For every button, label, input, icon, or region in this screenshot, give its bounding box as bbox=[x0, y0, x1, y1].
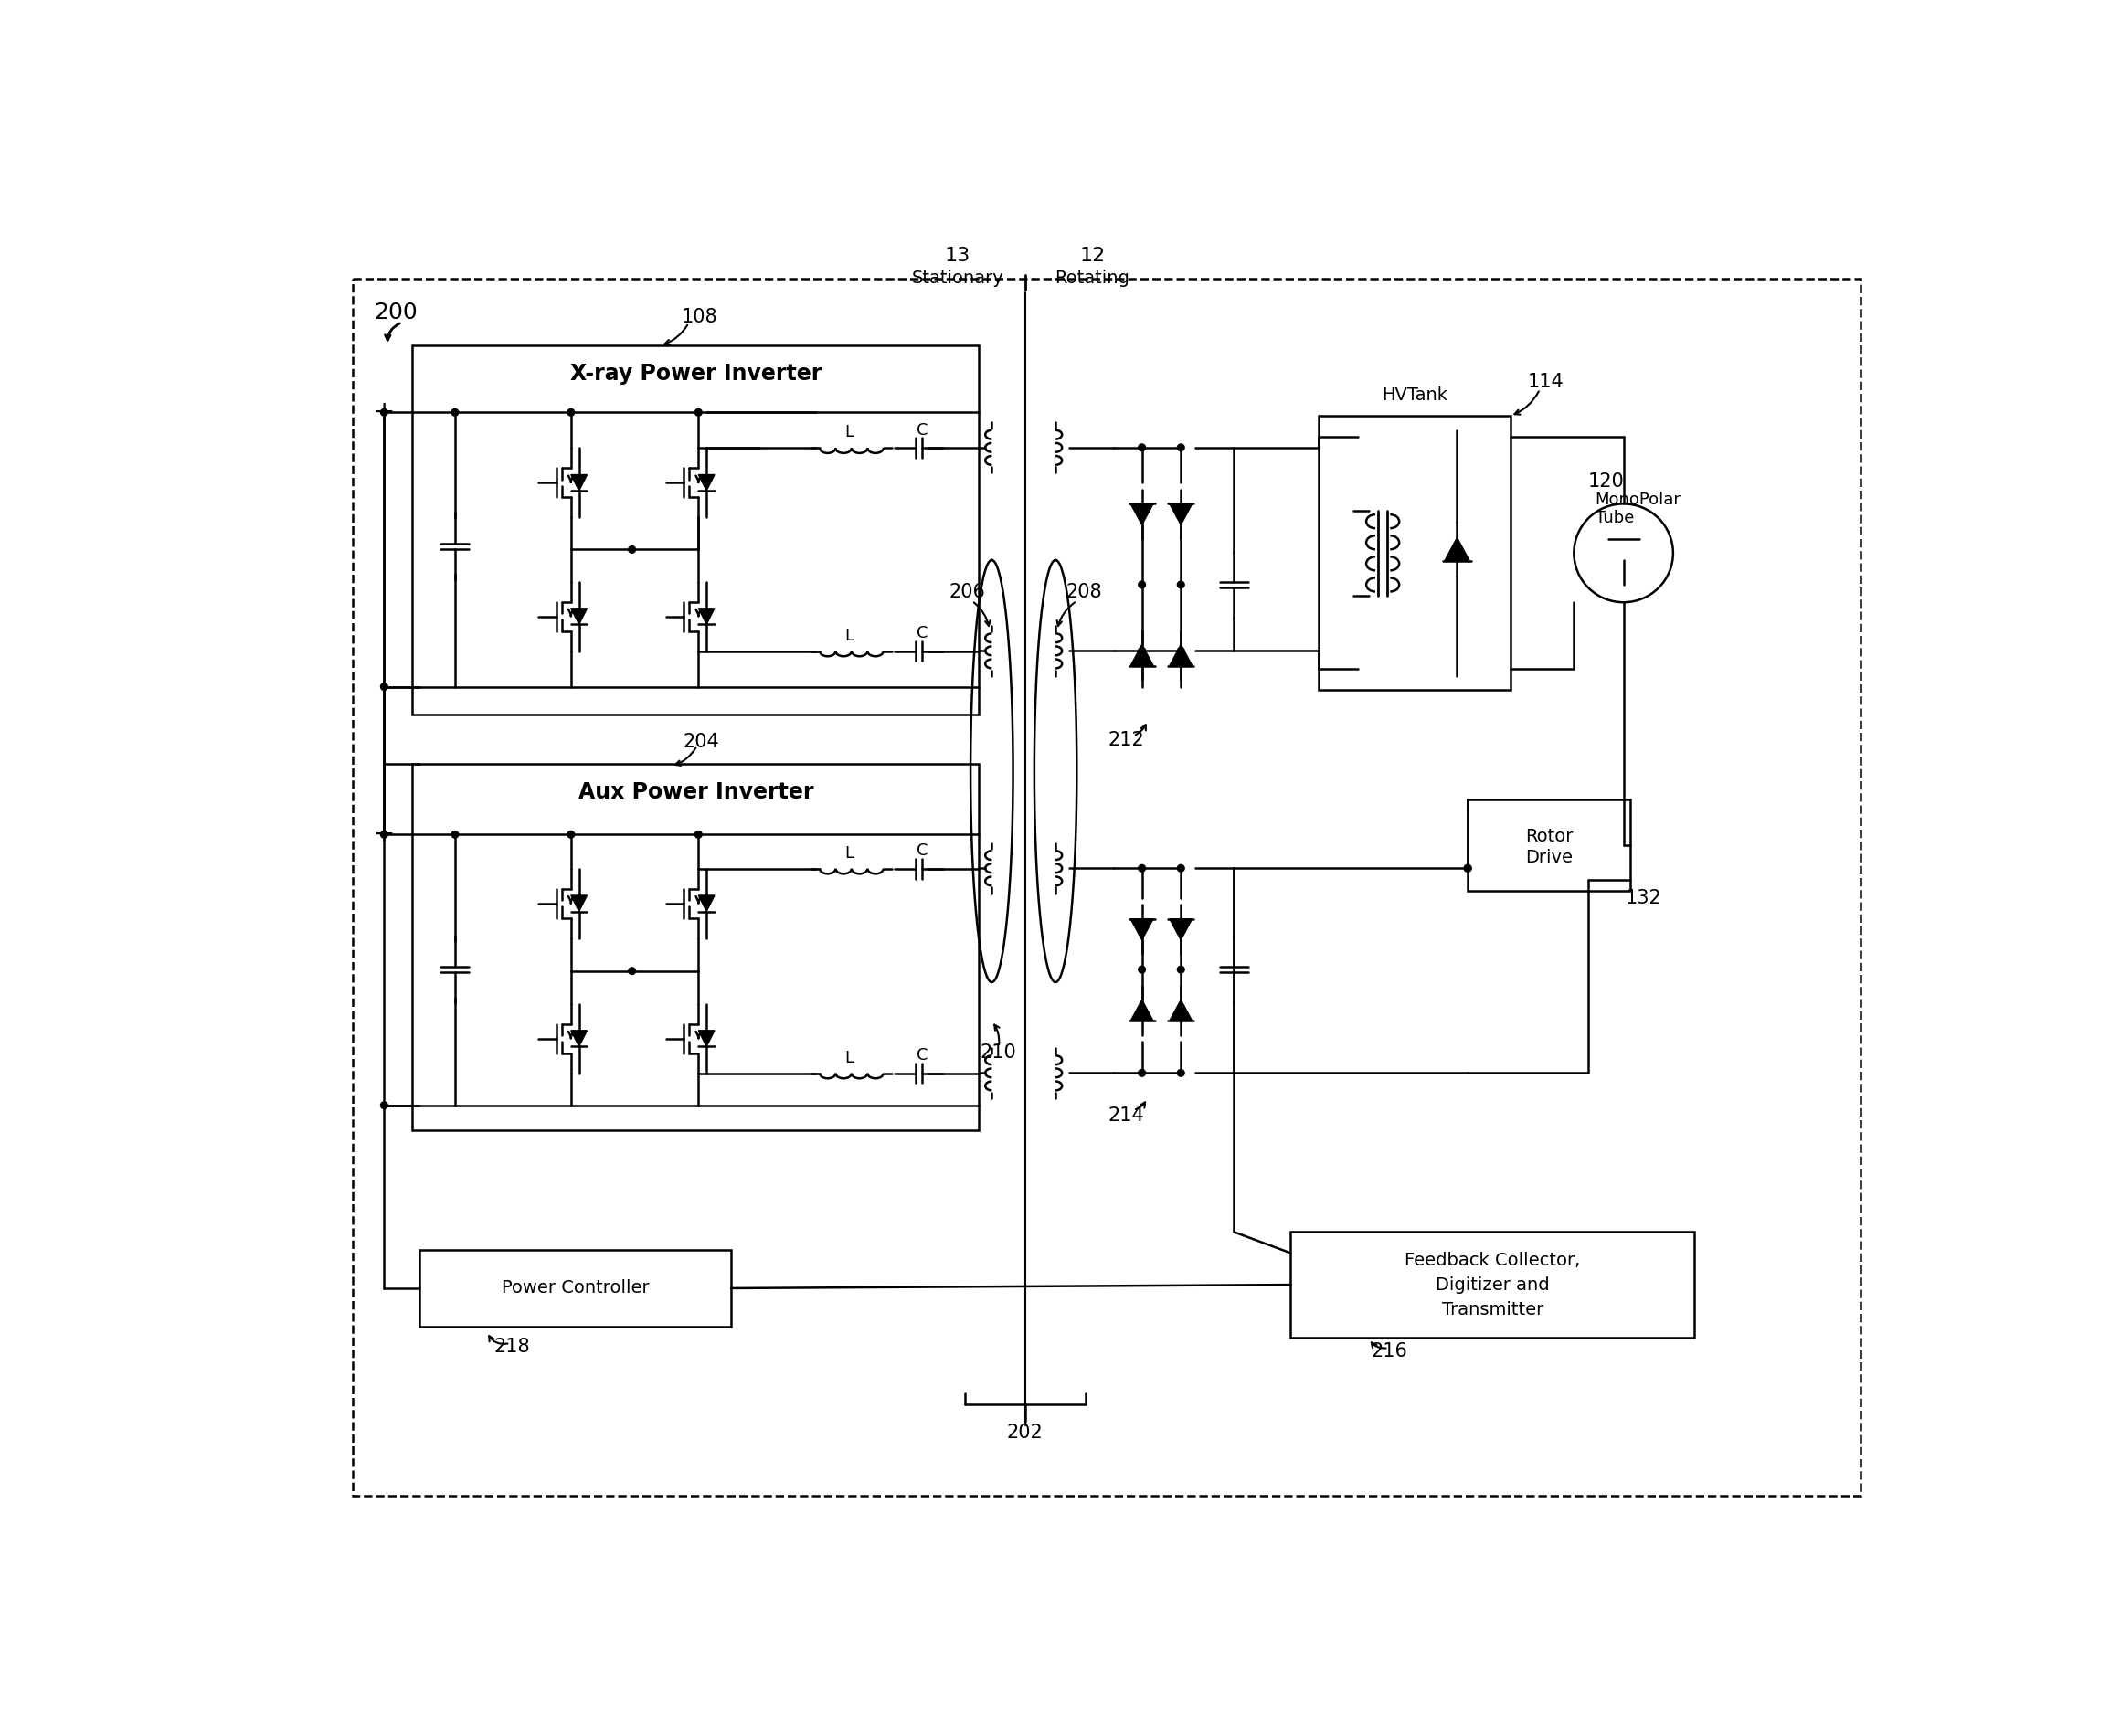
Polygon shape bbox=[698, 608, 715, 625]
Circle shape bbox=[452, 832, 458, 838]
Polygon shape bbox=[1131, 1000, 1154, 1021]
Text: 218: 218 bbox=[494, 1337, 530, 1356]
Text: L: L bbox=[844, 845, 855, 861]
Polygon shape bbox=[1169, 918, 1192, 939]
Polygon shape bbox=[572, 608, 587, 625]
Polygon shape bbox=[572, 896, 587, 911]
Circle shape bbox=[1177, 1069, 1184, 1076]
Text: Digitizer and: Digitizer and bbox=[1435, 1276, 1549, 1293]
Circle shape bbox=[694, 408, 703, 417]
Text: 132: 132 bbox=[1625, 889, 1661, 906]
Bar bbox=[1469, 799, 1631, 891]
Text: 212: 212 bbox=[1108, 731, 1144, 750]
Polygon shape bbox=[572, 1031, 587, 1047]
Polygon shape bbox=[698, 896, 715, 911]
Circle shape bbox=[380, 684, 388, 691]
Circle shape bbox=[1139, 444, 1146, 451]
Circle shape bbox=[380, 832, 388, 838]
Bar bbox=[411, 345, 979, 715]
Circle shape bbox=[1139, 648, 1146, 654]
Circle shape bbox=[629, 967, 635, 974]
Circle shape bbox=[1177, 582, 1184, 589]
Text: 202: 202 bbox=[1006, 1424, 1042, 1441]
Text: 13: 13 bbox=[945, 247, 971, 266]
Text: Rotating: Rotating bbox=[1055, 271, 1129, 288]
Circle shape bbox=[1177, 648, 1184, 654]
Circle shape bbox=[1464, 865, 1471, 871]
Circle shape bbox=[1139, 582, 1146, 589]
Text: L: L bbox=[844, 424, 855, 441]
Polygon shape bbox=[1169, 644, 1192, 665]
Text: 114: 114 bbox=[1528, 373, 1564, 391]
Text: 120: 120 bbox=[1589, 472, 1625, 491]
Text: C: C bbox=[916, 625, 928, 642]
Text: Rotor: Rotor bbox=[1526, 828, 1574, 845]
Polygon shape bbox=[572, 474, 587, 491]
Text: L: L bbox=[844, 627, 855, 644]
Circle shape bbox=[1177, 965, 1184, 974]
Text: +: + bbox=[373, 821, 395, 847]
Bar bbox=[1319, 417, 1511, 691]
Text: Drive: Drive bbox=[1526, 849, 1572, 866]
Text: 210: 210 bbox=[979, 1043, 1017, 1062]
Text: 204: 204 bbox=[684, 733, 720, 750]
Bar bbox=[420, 1250, 732, 1326]
Text: 214: 214 bbox=[1108, 1108, 1144, 1125]
Text: 12: 12 bbox=[1080, 247, 1106, 266]
Text: X-ray Power Inverter: X-ray Power Inverter bbox=[570, 363, 821, 385]
Text: 108: 108 bbox=[682, 309, 717, 326]
Circle shape bbox=[452, 408, 458, 417]
Text: -: - bbox=[380, 1092, 388, 1118]
Circle shape bbox=[568, 832, 574, 838]
Text: Power Controller: Power Controller bbox=[502, 1279, 650, 1297]
Circle shape bbox=[568, 408, 574, 417]
Circle shape bbox=[629, 547, 635, 554]
Text: 200: 200 bbox=[373, 302, 418, 323]
Circle shape bbox=[1464, 865, 1471, 871]
Polygon shape bbox=[698, 474, 715, 491]
Text: Aux Power Inverter: Aux Power Inverter bbox=[578, 781, 814, 804]
Polygon shape bbox=[698, 1031, 715, 1047]
Text: Tube: Tube bbox=[1595, 510, 1633, 526]
Text: 206: 206 bbox=[949, 583, 985, 601]
Text: C: C bbox=[916, 844, 928, 859]
Bar bbox=[411, 764, 979, 1130]
Circle shape bbox=[1139, 965, 1146, 974]
Text: 208: 208 bbox=[1066, 583, 1101, 601]
Text: MonoPolar: MonoPolar bbox=[1595, 491, 1682, 509]
Bar bbox=[1291, 1233, 1694, 1337]
Circle shape bbox=[1139, 865, 1146, 871]
Circle shape bbox=[1177, 865, 1184, 871]
Text: 216: 216 bbox=[1372, 1342, 1407, 1361]
Text: -: - bbox=[380, 674, 388, 700]
Circle shape bbox=[380, 408, 388, 417]
Circle shape bbox=[694, 832, 703, 838]
Polygon shape bbox=[1445, 538, 1469, 561]
Text: Stationary: Stationary bbox=[912, 271, 1004, 288]
Text: L: L bbox=[844, 1050, 855, 1066]
Polygon shape bbox=[1131, 918, 1154, 939]
Text: C: C bbox=[916, 422, 928, 439]
Text: +: + bbox=[373, 399, 395, 425]
Text: Feedback Collector,: Feedback Collector, bbox=[1405, 1252, 1580, 1269]
Circle shape bbox=[1177, 444, 1184, 451]
Polygon shape bbox=[1131, 503, 1154, 524]
Polygon shape bbox=[1169, 503, 1192, 524]
Polygon shape bbox=[1169, 1000, 1192, 1021]
Text: HVTank: HVTank bbox=[1382, 385, 1447, 403]
Circle shape bbox=[1139, 1069, 1146, 1076]
Text: C: C bbox=[916, 1047, 928, 1064]
Text: Transmitter: Transmitter bbox=[1441, 1300, 1542, 1318]
Polygon shape bbox=[1131, 644, 1154, 665]
Circle shape bbox=[380, 1102, 388, 1109]
